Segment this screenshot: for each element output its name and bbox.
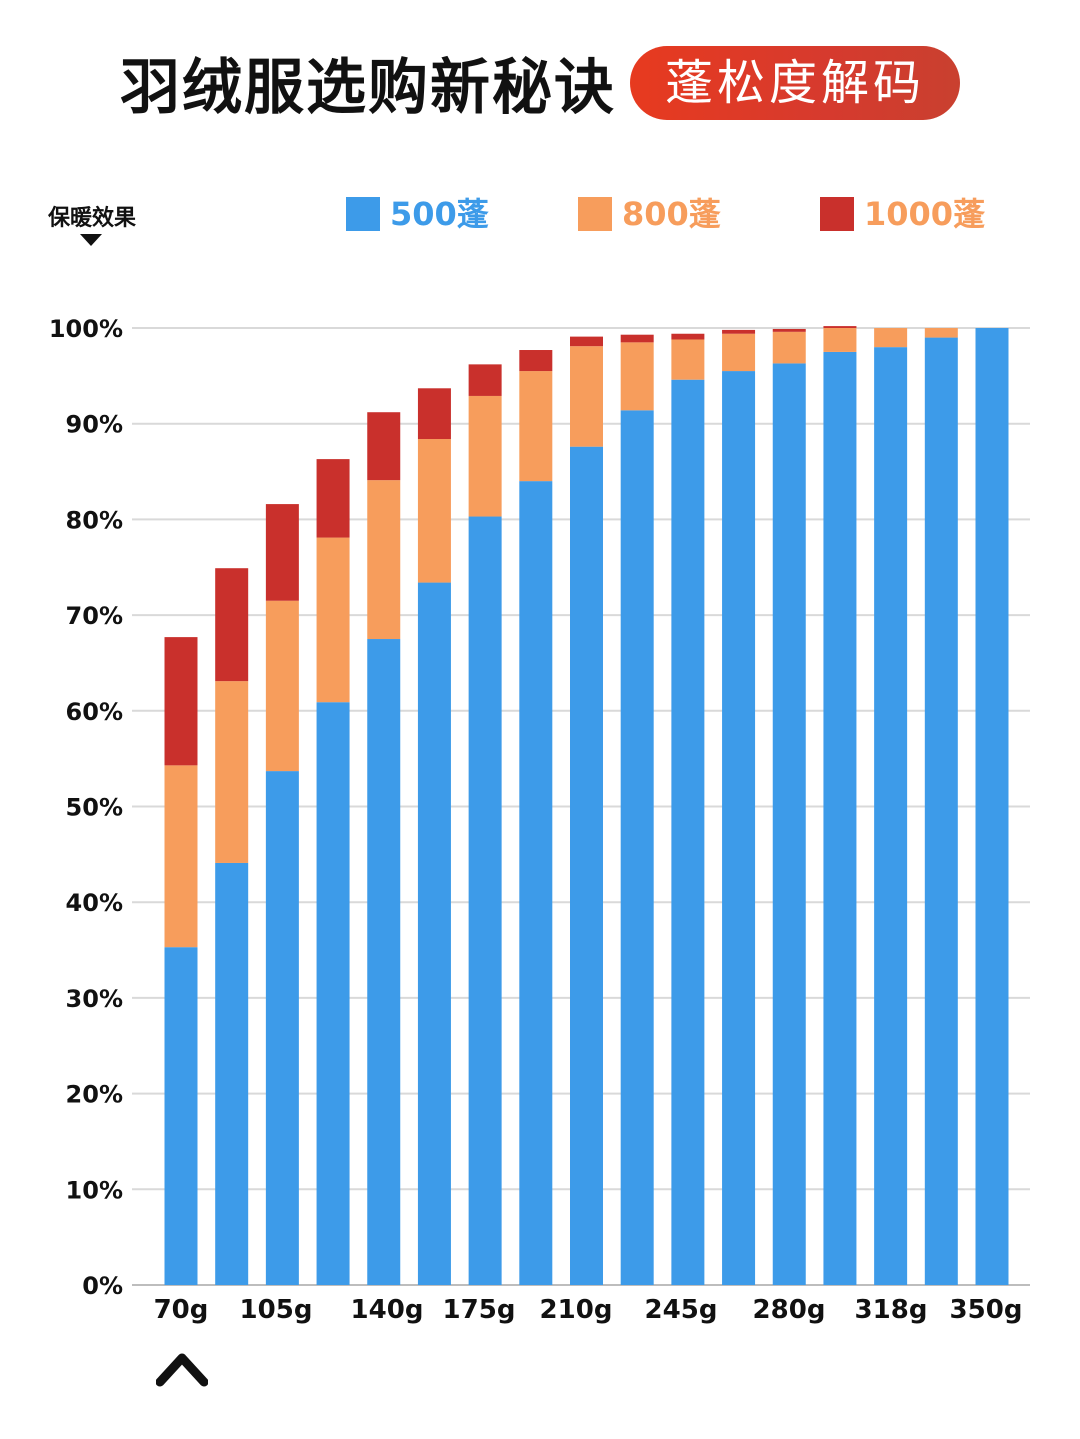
bars: [164, 326, 1009, 1286]
bar-segment: [417, 388, 451, 440]
bar-segment: [519, 350, 553, 372]
bar-segment: [874, 347, 908, 1285]
y-tick-label: 60%: [66, 698, 123, 726]
bar-segment: [620, 342, 654, 411]
y-tick-label: 10%: [66, 1176, 123, 1204]
y-axis-title: 保暖效果: [48, 206, 137, 231]
bar-segment: [975, 328, 1009, 1285]
bar-segment: [316, 537, 350, 703]
bar-segment: [417, 439, 451, 583]
bar-segment: [671, 339, 705, 380]
legend-item-500: 500蓬: [346, 196, 489, 232]
bar-segment: [215, 568, 249, 682]
legend-label-500: 500蓬: [390, 195, 489, 233]
bar-segment: [215, 862, 249, 1285]
bar-segment: [468, 516, 502, 1285]
page-title: 羽绒服选购新秘诀: [120, 53, 616, 123]
bar-segment: [417, 582, 451, 1285]
bar-segment: [772, 363, 806, 1285]
bar-segment: [620, 410, 654, 1285]
bar-segment: [367, 639, 401, 1285]
x-tick-label: 175g: [443, 1295, 516, 1325]
legend-item-800: 800蓬: [578, 196, 721, 232]
bar-segment: [570, 336, 603, 347]
chevron-up-icon[interactable]: [156, 1348, 208, 1388]
y-tick-label: 0%: [82, 1272, 123, 1300]
bar-segment: [823, 328, 857, 352]
x-tick-label: 210g: [540, 1295, 613, 1325]
y-tick-label: 40%: [66, 889, 123, 917]
down-arrow-icon: [80, 234, 102, 246]
legend-label-800: 800蓬: [622, 195, 721, 233]
legend-swatch-1000: [820, 197, 854, 231]
bar-segment: [468, 364, 502, 396]
y-tick-label: 80%: [66, 506, 123, 534]
bar-segment: [215, 681, 249, 863]
bar-segment: [519, 481, 553, 1285]
y-tick-label: 30%: [66, 985, 123, 1013]
legend-swatch-500: [346, 197, 380, 231]
bar-segment: [570, 346, 603, 447]
bar-segment: [164, 765, 198, 948]
y-tick-label: 100%: [49, 315, 123, 343]
bar-segment: [620, 334, 654, 343]
y-tick-label: 90%: [66, 411, 123, 439]
y-tick-label: 20%: [66, 1081, 123, 1109]
y-tick-labels: 0% 10% 20% 30% 40% 50% 60% 70% 80% 90% 100%: [49, 315, 123, 1300]
bar-segment: [722, 371, 756, 1285]
x-tick-label: 140g: [351, 1295, 424, 1325]
bar-segment: [164, 947, 198, 1285]
bar-segment: [823, 326, 857, 328]
x-tick-label: 105g: [240, 1295, 313, 1325]
y-tick-label: 70%: [66, 602, 123, 630]
bar-segment: [823, 351, 857, 1285]
bar-segment: [468, 395, 502, 517]
bar-segment: [671, 379, 705, 1286]
legend-label-1000: 1000蓬: [864, 195, 986, 233]
x-tick-label: 280g: [753, 1295, 826, 1325]
bar-segment: [924, 328, 958, 338]
bar-segment: [772, 331, 806, 364]
legend-item-1000: 1000蓬: [820, 196, 985, 232]
x-tick-labels: 70g 105g 140g 175g 210g 245g 280g 318g 350g: [154, 1295, 1023, 1325]
bar-segment: [924, 337, 958, 1285]
bar-segment: [265, 771, 299, 1285]
bar-segment: [316, 702, 350, 1285]
x-tick-label: 318g: [855, 1295, 928, 1325]
bar-segment: [722, 329, 756, 334]
subtitle-badge: 蓬松度解码: [630, 46, 960, 120]
bar-segment: [316, 459, 350, 538]
bar-segment: [519, 371, 553, 482]
x-tick-label: 70g: [154, 1295, 209, 1325]
bar-segment: [265, 504, 299, 601]
x-tick-label: 245g: [645, 1295, 718, 1325]
x-tick-label: 350g: [950, 1295, 1023, 1325]
bar-segment: [722, 333, 756, 372]
legend-swatch-800: [578, 197, 612, 231]
bar-segment: [164, 637, 198, 766]
bar-segment: [671, 333, 705, 340]
bar-segment: [367, 480, 401, 640]
bar-segment: [570, 446, 603, 1286]
bar-segment: [265, 600, 299, 772]
bar-segment: [874, 328, 908, 348]
bar-segment: [367, 412, 401, 481]
bar-segment: [772, 328, 806, 332]
y-tick-label: 50%: [66, 794, 123, 822]
